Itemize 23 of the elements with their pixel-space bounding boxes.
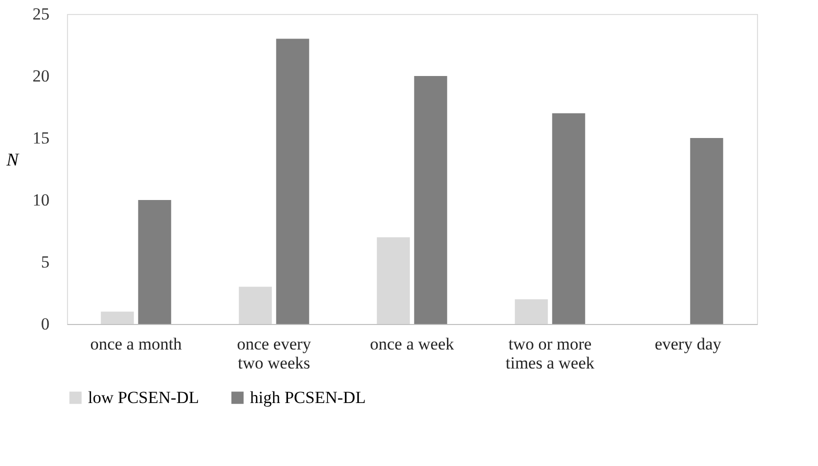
bar — [138, 200, 172, 324]
y-axis-title: N — [5, 150, 20, 170]
y-tick-label: 0 — [41, 314, 50, 334]
bar — [238, 286, 272, 324]
y-tick-label: 5 — [41, 252, 50, 272]
y-tick-label: 15 — [32, 128, 50, 148]
x-tick-label: every day — [654, 334, 722, 354]
bar — [376, 237, 410, 324]
legend-label: high PCSEN-DL — [250, 388, 366, 407]
bar — [552, 113, 586, 324]
x-tick-label: once a month — [90, 334, 182, 354]
x-tick-label: once every two weeks — [236, 334, 312, 372]
y-tick-label: 25 — [32, 4, 50, 24]
legend-label: low PCSEN-DL — [88, 388, 199, 407]
bar — [690, 138, 724, 324]
x-tick-label: once a week — [370, 334, 454, 354]
bar — [100, 312, 134, 324]
bar — [414, 76, 448, 324]
bar — [276, 38, 310, 324]
x-tick-label: two or more times a week — [506, 334, 595, 372]
y-tick-label: 20 — [32, 66, 50, 86]
y-tick-label: 10 — [32, 190, 50, 210]
bar — [514, 299, 548, 324]
